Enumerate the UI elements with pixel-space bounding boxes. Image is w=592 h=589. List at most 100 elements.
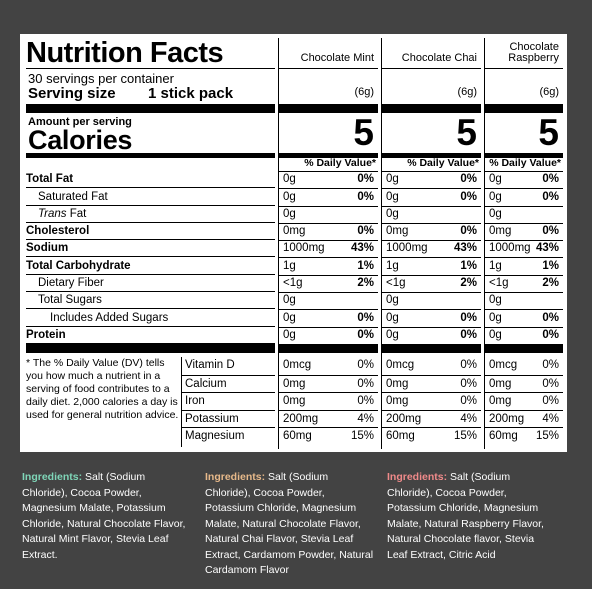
vitamin-value-row: 0mg 0% [279,392,378,410]
nutrient-row: Trans Fat [26,206,275,223]
nutrient-label: Total Fat [26,173,74,185]
vitamin-daily-value: 0% [460,395,477,407]
calories-value: 5 [456,112,477,153]
nutrient-daily-value: 43% [350,242,374,254]
nutrient-row: Total Carbohydrate [26,258,275,275]
ingredients-block: Ingredients: Salt (Sodium Chloride), Coc… [205,470,375,579]
ingredients-label: Ingredients: [205,471,266,483]
nutrient-daily-value: 0% [460,173,477,185]
calories-label: Calories [28,125,133,155]
medium-divider [26,153,275,158]
nutrient-value-row: 0g 0% [279,171,378,189]
nutrient-row: Total Sugars [26,292,275,309]
ingredients-text: Salt (Sodium Chloride), Cocoa Powder, Po… [387,471,544,561]
nutrient-amount: 0g [386,191,399,203]
nutrient-row: Protein [26,327,275,344]
nutrient-value-row: 0g 0% [279,327,378,345]
vitamin-value-row: 0mg 0% [382,375,481,393]
nutrient-value-row: 0g [279,206,378,224]
divider [279,68,378,69]
vitamin-amount: 0mg [283,395,306,407]
vitamin-value-row: 0mg 0% [382,392,481,410]
vitamin-label: Iron [185,395,205,407]
thick-divider [279,344,378,353]
medium-divider [279,153,378,158]
divider [279,171,378,172]
vitamin-value-row: 0mg 0% [279,375,378,393]
nutrient-daily-value: 0% [357,191,374,203]
nutrient-value-row: 0mg 0% [279,223,378,241]
nutrient-daily-value: 0% [460,191,477,203]
vitamin-amount: 0mcg [489,359,518,371]
serving-size-value: 1 stick pack [148,85,234,102]
nutrient-value-row: <1g 2% [382,275,481,293]
nutrient-value-row: <1g 2% [279,275,378,293]
vitamin-value-row: 0mg 0% [485,392,563,410]
nutrient-row: Includes Added Sugars [26,310,275,327]
thick-divider [382,104,481,113]
thick-divider [279,104,378,113]
nutrient-value-row: 1g 1% [382,258,481,276]
nutrient-value-row: 0g [279,292,378,310]
divider [26,68,275,69]
nutrient-value-row: 0g 0% [279,310,378,328]
vitamin-amount: 0mg [386,378,409,390]
nutrient-value-row: 1000mg 43% [382,240,481,258]
nutrient-daily-value: 1% [357,260,374,272]
ingredients-label: Ingredients: [22,471,83,483]
vitamin-value-row: 0mcg 0% [382,357,481,374]
nutrient-value-row: 0g 0% [279,189,378,207]
serving-grams: (6g) [457,86,477,98]
nutrient-value-row: 1000mg 43% [485,240,563,258]
nutrient-amount: <1g [283,277,303,289]
nutrient-value-row: 0g 0% [485,327,563,345]
nutrient-value-row: 0mg 0% [382,223,481,241]
vitamin-value-row: 200mg 4% [382,410,481,428]
nutrient-amount: 0mg [489,225,512,237]
medium-divider [485,153,563,158]
nutrient-amount: 0g [283,312,296,324]
nutrient-amount: 0g [489,191,502,203]
vitamin-label: Potassium [185,413,239,425]
nutrient-daily-value: 0% [542,173,559,185]
vitamin-daily-value: 0% [357,378,374,390]
nutrient-value-row: 0g 0% [382,310,481,328]
nutrient-value-row: 0mg 0% [485,223,563,241]
nutrient-value-row: 0g [382,206,481,224]
nutrient-daily-value: 0% [542,225,559,237]
nutrient-label: Trans Fat [38,208,87,220]
nutrient-value-row: 0g 0% [382,327,481,345]
nutrient-daily-value: 0% [460,312,477,324]
vitamin-row: Magnesium [181,427,275,445]
vitamin-value-row: 60mg 15% [485,427,563,445]
nutrient-daily-value: 0% [357,225,374,237]
nutrient-daily-value: 1% [460,260,477,272]
nutrient-amount: 0mg [283,225,306,237]
nutrient-value-row: 0g 0% [485,171,563,189]
nutrient-amount: 0g [489,312,502,324]
nutrition-panel: Nutrition Facts 30 servings per containe… [20,34,567,452]
daily-value-footnote: * The % Daily Value (DV) tells you how m… [26,357,179,421]
column-divider [381,38,382,449]
calories-value: 5 [353,112,374,153]
nutrient-label: Dietary Fiber [38,277,104,289]
vitamin-value-row: 60mg 15% [382,427,481,445]
nutrient-daily-value: 43% [535,242,559,254]
nutrient-daily-value: 0% [357,312,374,324]
vitamin-daily-value: 0% [542,359,559,371]
vitamin-label: Calcium [185,378,227,390]
footnote-divider [181,357,182,447]
vitamin-daily-value: 15% [350,430,374,442]
vitamin-daily-value: 15% [453,430,477,442]
nutrition-facts-title: Nutrition Facts [26,37,224,69]
vitamin-daily-value: 0% [460,378,477,390]
nutrient-amount: 0g [386,329,399,341]
vitamin-amount: 60mg [283,430,312,442]
ingredients-block: Ingredients: Salt (Sodium Chloride), Coc… [387,470,557,563]
divider [382,68,481,69]
flavor-name: Chocolate Raspberry [508,41,559,64]
nutrient-amount: <1g [489,277,509,289]
nutrient-amount: 0g [489,329,502,341]
vitamin-value-row: 0mcg 0% [485,357,563,374]
nutrient-amount: 0g [489,208,502,220]
